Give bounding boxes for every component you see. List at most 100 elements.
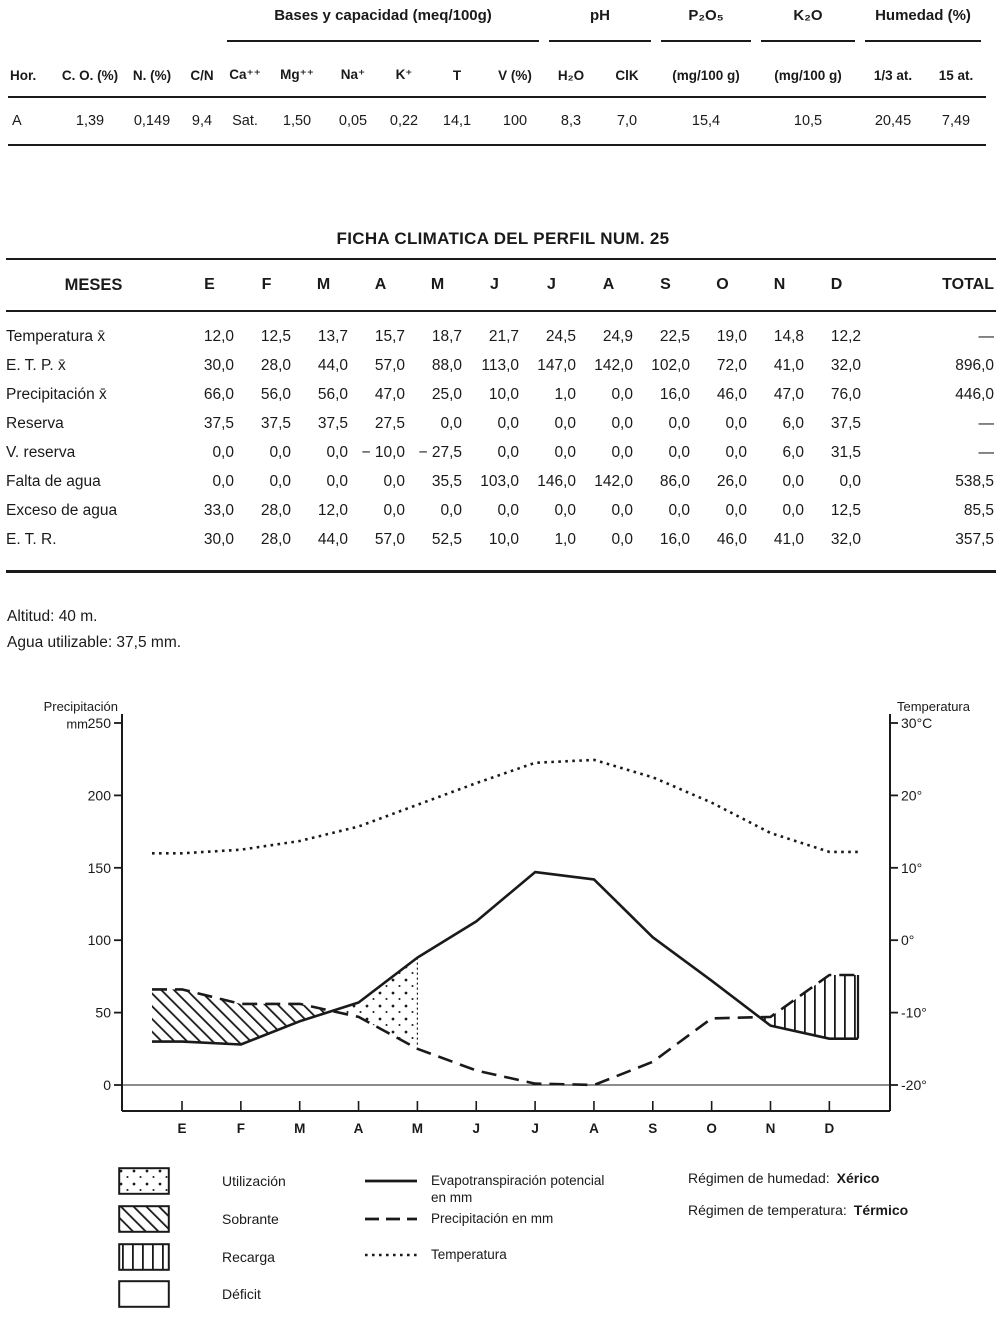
- group-underline: [661, 40, 751, 42]
- soil-group-header: P₂O₅: [656, 0, 756, 46]
- climate-cell: 24,5: [545, 327, 576, 345]
- month-label: J: [472, 1121, 480, 1136]
- climate-cell: 10,0: [488, 530, 519, 548]
- climate-cell: 0,0: [611, 501, 633, 519]
- legend-item-sobrante: Sobrante: [118, 1205, 279, 1233]
- group-underline: [865, 40, 981, 42]
- soil-column-header: V (%): [486, 46, 544, 98]
- month-label: A: [589, 1121, 599, 1136]
- climate-column-header: A: [352, 258, 409, 312]
- climate-row-label: Falta de agua: [6, 472, 101, 490]
- climate-cell: 1,0: [554, 385, 576, 403]
- climate-cell: 142,0: [594, 472, 633, 490]
- soil-column-header: K⁺: [380, 46, 428, 98]
- soil-cell: 1,50: [268, 98, 326, 146]
- climate-cell: 15,7: [374, 327, 405, 345]
- climate-cell: 0,0: [611, 530, 633, 548]
- group-underline: [549, 40, 651, 42]
- legend-item-temperature-line: Temperatura: [363, 1246, 611, 1263]
- regime-value: Térmico: [853, 1202, 909, 1218]
- climate-cell: 44,0: [317, 356, 348, 374]
- water-note: Agua utilizable: 37,5 mm.: [7, 633, 182, 651]
- climate-total-cell: 896,0: [955, 356, 994, 374]
- left-tick-label: 0: [103, 1077, 111, 1093]
- climate-cell: 6,0: [782, 443, 804, 461]
- climate-cell: 28,0: [260, 501, 291, 519]
- month-label: M: [294, 1121, 305, 1136]
- legend-label: Utilización: [222, 1173, 286, 1189]
- legend-label: Recarga: [222, 1249, 275, 1265]
- climate-column-header: S: [637, 258, 694, 312]
- climate-cell: 32,0: [830, 530, 861, 548]
- climate-cell: 0,0: [383, 501, 405, 519]
- soil-cell: Sat.: [222, 98, 268, 146]
- climate-cell: 0,0: [668, 501, 690, 519]
- climate-cell: 44,0: [317, 530, 348, 548]
- climate-cell: 12,5: [260, 327, 291, 345]
- group-underline: [761, 40, 855, 42]
- climate-column-header: F: [238, 258, 295, 312]
- soil-group-label: pH: [590, 7, 610, 24]
- right-tick-label: 20°: [901, 787, 922, 803]
- climate-cell: 102,0: [651, 356, 690, 374]
- soil-group-header: Humedad (%): [860, 0, 986, 46]
- climate-cell: 10,0: [488, 385, 519, 403]
- group-underline: [227, 40, 539, 42]
- sobrante-swatch: [118, 1205, 170, 1233]
- soil-group-label: K₂O: [793, 7, 823, 24]
- climate-cell: 32,0: [830, 356, 861, 374]
- humidity-regime: Régimen de humedad: Xérico: [688, 1170, 879, 1186]
- regime-label: Régimen de temperatura:: [688, 1202, 847, 1218]
- climate-cell: 0,0: [725, 414, 747, 432]
- region-utilizacion: [331, 957, 418, 1049]
- climate-cell: 28,0: [260, 530, 291, 548]
- climate-cell: 56,0: [317, 385, 348, 403]
- climate-cell: 28,0: [260, 356, 291, 374]
- climate-cell: 14,8: [773, 327, 804, 345]
- regime-value: Xérico: [836, 1170, 880, 1186]
- soil-column-header: Ca⁺⁺: [222, 46, 268, 98]
- soil-column-header: (mg/100 g): [756, 46, 860, 98]
- climate-cell: 26,0: [716, 472, 747, 490]
- right-axis-title: Temperatura: [897, 699, 971, 714]
- climate-total-cell: 446,0: [955, 385, 994, 403]
- solid-line-sample: [365, 1179, 417, 1183]
- left-tick-label: 100: [88, 932, 112, 948]
- soil-column-header: Mg⁺⁺: [268, 46, 326, 98]
- soil-cell: 0,22: [380, 98, 428, 146]
- month-label: S: [648, 1121, 657, 1136]
- soil-cell: 100: [486, 98, 544, 146]
- climate-cell: 12,2: [830, 327, 861, 345]
- climate-cell: 72,0: [716, 356, 747, 374]
- legend-label: Precipitación en mm: [431, 1211, 554, 1226]
- climate-cell: 30,0: [203, 356, 234, 374]
- soil-group-header: pH: [544, 0, 656, 46]
- climate-cell: 86,0: [659, 472, 690, 490]
- climate-cell: 41,0: [773, 530, 804, 548]
- climate-cell: 0,0: [269, 443, 291, 461]
- climate-row-label: Temperatura x̄: [6, 327, 106, 345]
- climate-cell: 0,0: [212, 443, 234, 461]
- climate-cell: 47,0: [773, 385, 804, 403]
- climate-column-header: E: [181, 258, 238, 312]
- utilizacion-swatch: [118, 1167, 170, 1195]
- climate-cell: 0,0: [839, 472, 861, 490]
- climate-cell: 22,5: [659, 327, 690, 345]
- climate-cell: 103,0: [480, 472, 519, 490]
- climate-total-cell: 357,5: [955, 530, 994, 548]
- soil-table-grid: Bases y capacidad (meq/100g) pH P₂O₅ K₂O Hum…: [8, 0, 986, 146]
- climate-total-cell: —: [978, 443, 995, 461]
- climate-cell: 0,0: [611, 414, 633, 432]
- soil-cell: 14,1: [428, 98, 486, 146]
- recarga-swatch: [118, 1243, 170, 1271]
- climate-column-header: O: [694, 258, 751, 312]
- climate-cell: 37,5: [830, 414, 861, 432]
- month-label: E: [177, 1121, 186, 1136]
- climate-column-header: N: [751, 258, 808, 312]
- left-axis-unit: mm: [66, 717, 88, 732]
- month-label: A: [354, 1121, 364, 1136]
- climate-cell: 0,0: [782, 501, 804, 519]
- climate-cell: 0,0: [440, 414, 462, 432]
- left-axis-title: Precipitación: [44, 699, 118, 714]
- month-label: N: [766, 1121, 776, 1136]
